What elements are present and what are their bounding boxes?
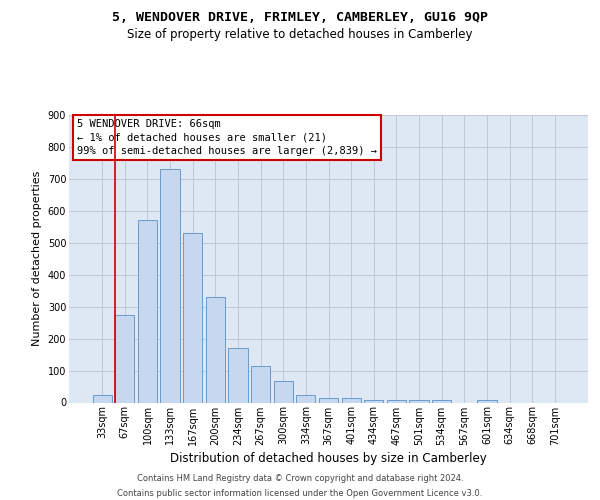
- Bar: [319, 398, 338, 402]
- Bar: [92, 396, 112, 402]
- Bar: [229, 348, 248, 403]
- Y-axis label: Number of detached properties: Number of detached properties: [32, 171, 42, 346]
- Text: 5, WENDOVER DRIVE, FRIMLEY, CAMBERLEY, GU16 9QP: 5, WENDOVER DRIVE, FRIMLEY, CAMBERLEY, G…: [112, 11, 488, 24]
- Bar: [138, 220, 157, 402]
- Bar: [477, 400, 497, 402]
- Bar: [364, 400, 383, 402]
- Bar: [115, 314, 134, 402]
- Text: Contains HM Land Registry data © Crown copyright and database right 2024.: Contains HM Land Registry data © Crown c…: [137, 474, 463, 483]
- Text: Size of property relative to detached houses in Camberley: Size of property relative to detached ho…: [127, 28, 473, 41]
- Bar: [274, 381, 293, 402]
- Text: 5 WENDOVER DRIVE: 66sqm
← 1% of detached houses are smaller (21)
99% of semi-det: 5 WENDOVER DRIVE: 66sqm ← 1% of detached…: [77, 120, 377, 156]
- Bar: [387, 400, 406, 402]
- Bar: [409, 400, 428, 402]
- Bar: [432, 400, 451, 402]
- Text: Contains public sector information licensed under the Open Government Licence v3: Contains public sector information licen…: [118, 489, 482, 498]
- Bar: [160, 170, 180, 402]
- Bar: [341, 398, 361, 402]
- X-axis label: Distribution of detached houses by size in Camberley: Distribution of detached houses by size …: [170, 452, 487, 464]
- Bar: [251, 366, 270, 403]
- Bar: [296, 396, 316, 402]
- Bar: [206, 297, 225, 403]
- Bar: [183, 233, 202, 402]
